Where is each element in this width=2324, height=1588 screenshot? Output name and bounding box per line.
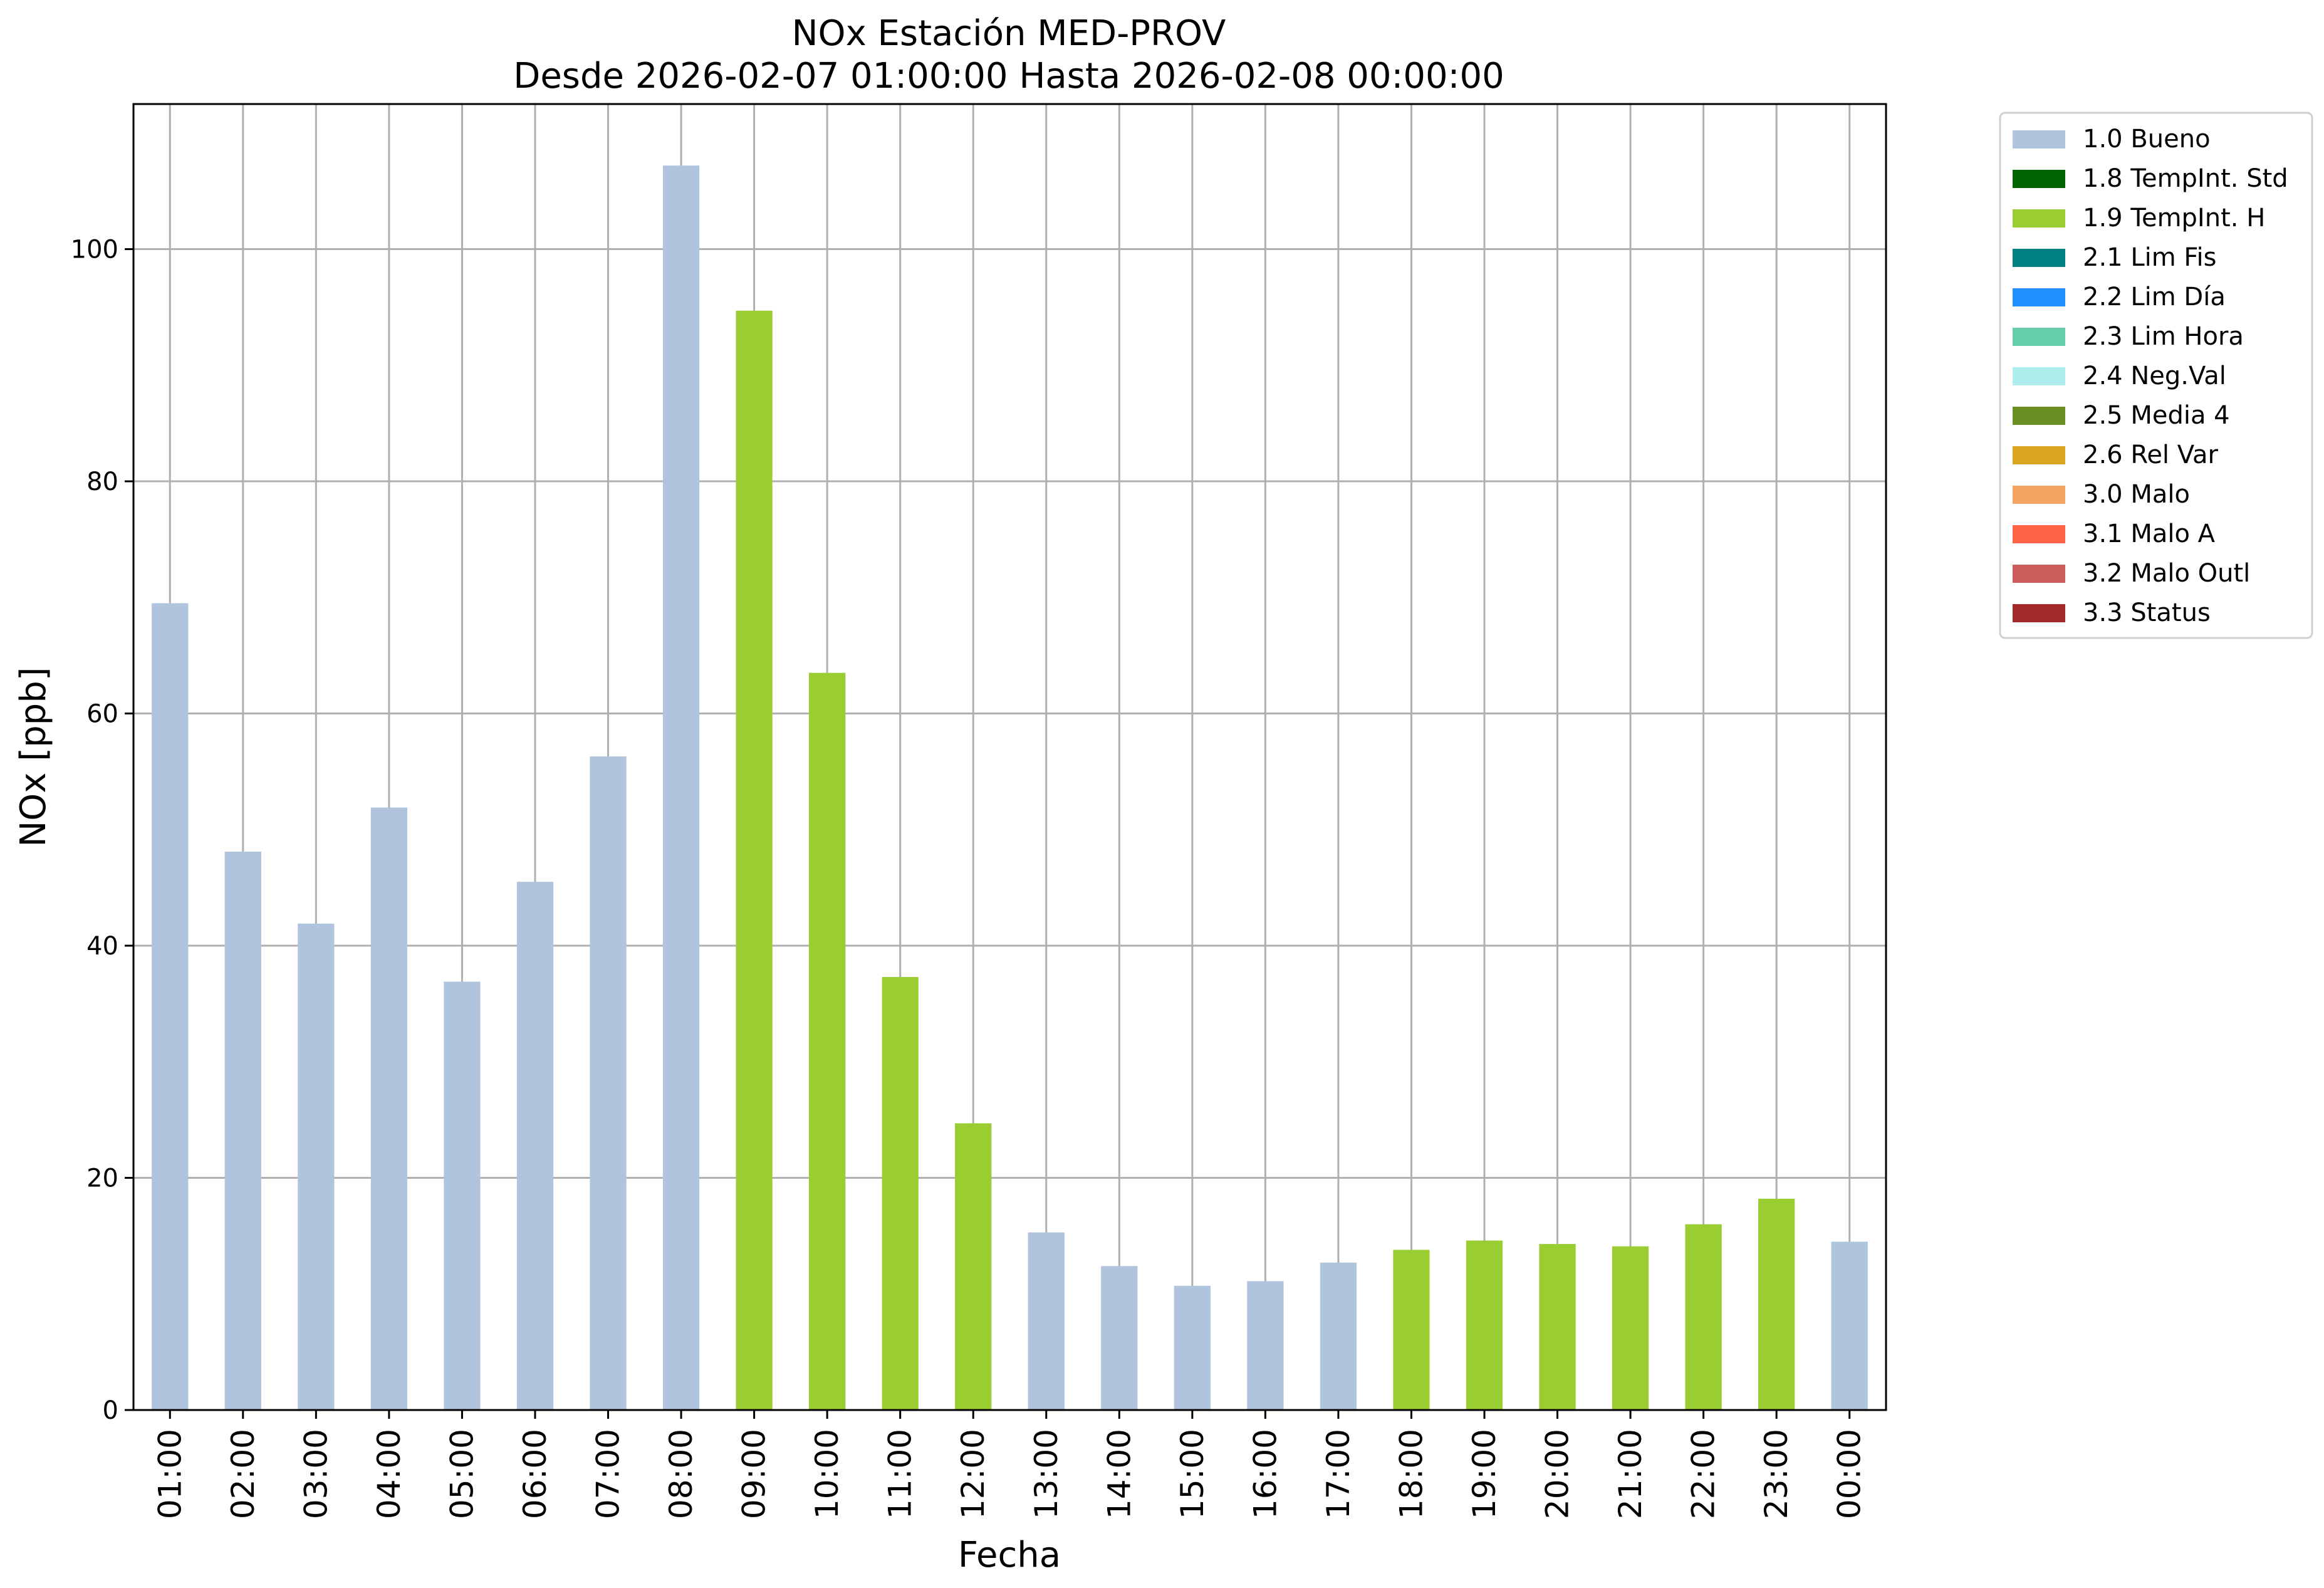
y-tick-label: 100 <box>71 236 118 264</box>
legend-swatch-2-5 <box>2013 407 2065 425</box>
x-tick-label: 11:00 <box>882 1429 919 1519</box>
bar-1600 <box>1247 1281 1284 1410</box>
x-tick-label: 04:00 <box>371 1429 407 1519</box>
y-tick-label: 80 <box>86 468 118 496</box>
x-tick-label: 05:00 <box>444 1429 480 1519</box>
legend-swatch-2-4 <box>2013 367 2065 385</box>
bar-0600 <box>516 882 554 1410</box>
x-tick-label: 18:00 <box>1393 1429 1429 1519</box>
legend-label-2-2: 2.2 Lim Día <box>2083 283 2226 311</box>
x-tick-label: 00:00 <box>1832 1429 1868 1519</box>
bar-1200 <box>955 1123 992 1410</box>
bar-1100 <box>882 977 919 1410</box>
bar-0300 <box>298 923 335 1410</box>
bar-0700 <box>590 756 627 1410</box>
x-tick-label: 08:00 <box>663 1429 699 1519</box>
chart-title: NOx Estación MED-PROV Desde 2026-02-07 0… <box>513 13 1504 97</box>
x-tick-label: 09:00 <box>736 1429 773 1519</box>
bar-0200 <box>224 851 261 1410</box>
bars <box>152 165 1868 1411</box>
y-tick-label: 60 <box>86 700 118 729</box>
legend-label-1-9: 1.9 TempInt. H <box>2083 204 2265 232</box>
bar-2100 <box>1612 1246 1649 1410</box>
x-tick-label: 07:00 <box>590 1429 627 1519</box>
legend-label-2-6: 2.6 Rel Var <box>2083 441 2219 469</box>
x-tick-label: 13:00 <box>1028 1429 1065 1519</box>
bar-1500 <box>1174 1285 1211 1410</box>
legend-label-2-1: 2.1 Lim Fis <box>2083 243 2216 272</box>
bar-1700 <box>1320 1262 1357 1410</box>
legend-swatch-3-0 <box>2013 486 2065 504</box>
x-tick-label: 16:00 <box>1247 1429 1283 1519</box>
x-tick-label: 21:00 <box>1612 1429 1649 1519</box>
bar-1400 <box>1101 1266 1138 1410</box>
bar-0100 <box>152 603 189 1411</box>
legend-swatch-1-0 <box>2013 130 2065 149</box>
legend-label-2-4: 2.4 Neg.Val <box>2083 362 2226 390</box>
legend-swatch-3-1 <box>2013 525 2065 543</box>
bar-0900 <box>736 310 773 1410</box>
x-tick-label: 19:00 <box>1466 1429 1503 1519</box>
bar-1800 <box>1393 1250 1430 1410</box>
chart-title-line-1: NOx Estación MED-PROV <box>792 13 1226 54</box>
x-tick-label: 10:00 <box>809 1429 845 1519</box>
bar-0000 <box>1831 1241 1868 1410</box>
bar-2000 <box>1539 1244 1576 1410</box>
legend-label-2-5: 2.5 Media 4 <box>2083 401 2230 430</box>
x-tick-label: 23:00 <box>1758 1429 1795 1519</box>
x-tick-label: 22:00 <box>1686 1429 1722 1519</box>
bar-0800 <box>662 165 700 1410</box>
x-tick-label: 14:00 <box>1101 1429 1137 1519</box>
legend-label-3-3: 3.3 Status <box>2083 598 2211 627</box>
x-tick-label: 12:00 <box>955 1429 991 1519</box>
bar-1000 <box>809 672 846 1410</box>
legend-swatch-3-3 <box>2013 604 2065 622</box>
legend-swatch-2-3 <box>2013 328 2065 346</box>
x-tick-label: 06:00 <box>517 1429 553 1519</box>
legend-label-2-3: 2.3 Lim Hora <box>2083 322 2244 351</box>
legend-label-3-2: 3.2 Malo Outl <box>2083 559 2250 588</box>
x-tick-label: 20:00 <box>1540 1429 1576 1519</box>
bar-2200 <box>1685 1224 1722 1410</box>
legend-swatch-2-1 <box>2013 249 2065 267</box>
bar-0400 <box>370 807 408 1410</box>
legend-swatch-2-2 <box>2013 288 2065 306</box>
bar-1300 <box>1028 1232 1065 1410</box>
legend: 1.0 Bueno 1.8 TempInt. Std 1.9 TempInt. H 2… <box>1999 112 2313 639</box>
legend-swatch-1-9 <box>2013 209 2065 227</box>
bar-0500 <box>444 981 481 1410</box>
y-tick-label: 0 <box>103 1396 118 1425</box>
y-tick-label: 40 <box>86 932 118 961</box>
legend-frame <box>1999 112 2313 639</box>
x-tick-label: 02:00 <box>225 1429 261 1519</box>
plot-area-frame <box>132 103 1887 1411</box>
bar-1900 <box>1466 1240 1503 1410</box>
bar-2300 <box>1758 1198 1795 1410</box>
legend-swatch-3-2 <box>2013 565 2065 583</box>
legend-label-3-1: 3.1 Malo A <box>2083 520 2216 548</box>
x-axis-label: Fecha <box>958 1535 1061 1575</box>
y-axis-label: NOx [ppb] <box>13 667 54 847</box>
y-tick-label: 20 <box>86 1164 118 1193</box>
x-tick-label: 17:00 <box>1320 1429 1357 1519</box>
legend-label-3-0: 3.0 Malo <box>2083 480 2190 509</box>
x-axis-ticks: 01:00 02:00 03:00 04:00 05:00 06:00 07:00 08:00… <box>152 1410 1868 1519</box>
x-tick-label: 01:00 <box>152 1429 188 1519</box>
x-tick-label: 15:00 <box>1174 1429 1211 1519</box>
legend-label-1-8: 1.8 TempInt. Std <box>2083 164 2288 193</box>
y-axis-ticks: 0 20 40 60 80 100 <box>71 236 133 1425</box>
legend-label-1-0: 1.0 Bueno <box>2083 125 2211 154</box>
chart-title-line-2: Desde 2026-02-07 01:00:00 Hasta 2026-02-… <box>513 56 1504 97</box>
legend-swatch-2-6 <box>2013 446 2065 464</box>
x-tick-label: 03:00 <box>298 1429 334 1519</box>
legend-swatch-1-8 <box>2013 170 2065 188</box>
